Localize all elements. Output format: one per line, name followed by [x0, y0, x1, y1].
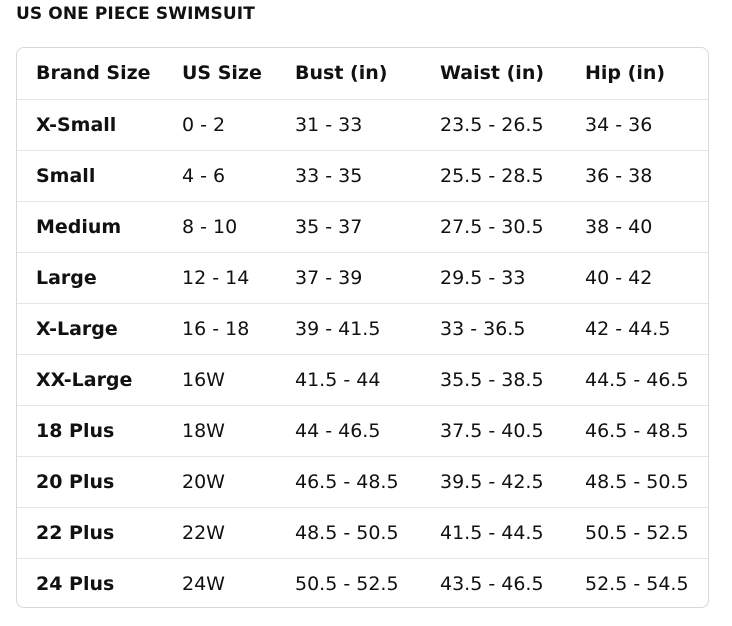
- brand-size-cell: Large: [17, 252, 163, 304]
- hip-cell: 34 - 36: [566, 99, 708, 151]
- bust-cell: 33 - 35: [276, 150, 421, 202]
- hip-cell: 46.5 - 48.5: [566, 405, 708, 457]
- waist-cell: 25.5 - 28.5: [421, 150, 566, 202]
- hip-cell: 52.5 - 54.5: [585, 572, 689, 595]
- brand-size-cell: 24 Plus: [36, 572, 115, 595]
- table-row: Large 12 - 14 37 - 39 29.5 - 33 40 - 42: [17, 252, 708, 304]
- waist-cell: 27.5 - 30.5: [421, 201, 566, 253]
- us-size-cell: 8 - 10: [163, 201, 276, 253]
- us-size-cell: 12 - 14: [163, 252, 276, 304]
- brand-size-cell: X-Large: [17, 303, 163, 355]
- brand-size-cell: X-Small: [17, 99, 163, 151]
- table-row: Medium 8 - 10 35 - 37 27.5 - 30.5 38 - 40: [17, 201, 708, 253]
- hip-cell: 48.5 - 50.5: [566, 456, 708, 508]
- size-table: Brand Size US Size Bust (in) Waist (in) …: [17, 48, 708, 607]
- brand-size-cell: Medium: [17, 201, 163, 253]
- waist-cell: 33 - 36.5: [421, 303, 566, 355]
- waist-cell: 23.5 - 26.5: [421, 99, 566, 151]
- page-title: US ONE PIECE SWIMSUIT: [16, 4, 255, 24]
- bust-cell: 50.5 - 52.5: [295, 572, 399, 595]
- table-row: 20 Plus 20W 46.5 - 48.5 39.5 - 42.5 48.5 - 5…: [17, 456, 708, 508]
- waist-cell: 35.5 - 38.5: [421, 354, 566, 406]
- us-size-cell: 0 - 2: [163, 99, 276, 151]
- hip-cell: 40 - 42: [566, 252, 708, 304]
- header-brand-size: Brand Size: [17, 48, 163, 100]
- hip-cell: 44.5 - 46.5: [566, 354, 708, 406]
- bust-cell: 37 - 39: [276, 252, 421, 304]
- bust-cell: 48.5 - 50.5: [276, 507, 421, 559]
- waist-cell: 43.5 - 46.5: [440, 572, 544, 595]
- table-header-row: Brand Size US Size Bust (in) Waist (in) …: [17, 48, 708, 100]
- waist-cell: 29.5 - 33: [421, 252, 566, 304]
- waist-cell: 39.5 - 42.5: [421, 456, 566, 508]
- bust-cell: 35 - 37: [276, 201, 421, 253]
- bust-cell: 41.5 - 44: [276, 354, 421, 406]
- header-us-size: US Size: [163, 48, 276, 100]
- brand-size-cell: XX-Large: [17, 354, 163, 406]
- us-size-cell: 4 - 6: [163, 150, 276, 202]
- header-hip: Hip (in): [566, 48, 708, 100]
- bust-cell: 44 - 46.5: [276, 405, 421, 457]
- size-chart-table: Brand Size US Size Bust (in) Waist (in) …: [16, 47, 709, 608]
- waist-cell: 37.5 - 40.5: [421, 405, 566, 457]
- hip-cell: 42 - 44.5: [566, 303, 708, 355]
- hip-cell: 36 - 38: [566, 150, 708, 202]
- bust-cell: 31 - 33: [276, 99, 421, 151]
- bust-cell: 46.5 - 48.5: [276, 456, 421, 508]
- table-row: 18 Plus 18W 44 - 46.5 37.5 - 40.5 46.5 - 48.…: [17, 405, 708, 457]
- us-size-cell: 18W: [163, 405, 276, 457]
- bust-cell: 39 - 41.5: [276, 303, 421, 355]
- table-row: X-Large 16 - 18 39 - 41.5 33 - 36.5 42 - 44.…: [17, 303, 708, 355]
- us-size-cell: 24W: [182, 572, 225, 595]
- table-row: XX-Large 16W 41.5 - 44 35.5 - 38.5 44.5 - 46…: [17, 354, 708, 406]
- header-waist: Waist (in): [421, 48, 566, 100]
- brand-size-cell: Small: [17, 150, 163, 202]
- table-row: Small 4 - 6 33 - 35 25.5 - 28.5 36 - 38: [17, 150, 708, 202]
- hip-cell: 50.5 - 52.5: [566, 507, 708, 559]
- table-row: 24 Plus 24W 50.5 - 52.5 43.5 - 46.5 52.5 - 5…: [17, 558, 708, 607]
- brand-size-cell: 18 Plus: [17, 405, 163, 457]
- brand-size-cell: 20 Plus: [17, 456, 163, 508]
- header-bust: Bust (in): [276, 48, 421, 100]
- us-size-cell: 20W: [163, 456, 276, 508]
- table-row: X-Small 0 - 2 31 - 33 23.5 - 26.5 34 - 36: [17, 99, 708, 151]
- waist-cell: 41.5 - 44.5: [421, 507, 566, 559]
- table-row: 22 Plus 22W 48.5 - 50.5 41.5 - 44.5 50.5 - 5…: [17, 507, 708, 559]
- us-size-cell: 16 - 18: [163, 303, 276, 355]
- us-size-cell: 16W: [163, 354, 276, 406]
- us-size-cell: 22W: [163, 507, 276, 559]
- brand-size-cell: 22 Plus: [17, 507, 163, 559]
- hip-cell: 38 - 40: [566, 201, 708, 253]
